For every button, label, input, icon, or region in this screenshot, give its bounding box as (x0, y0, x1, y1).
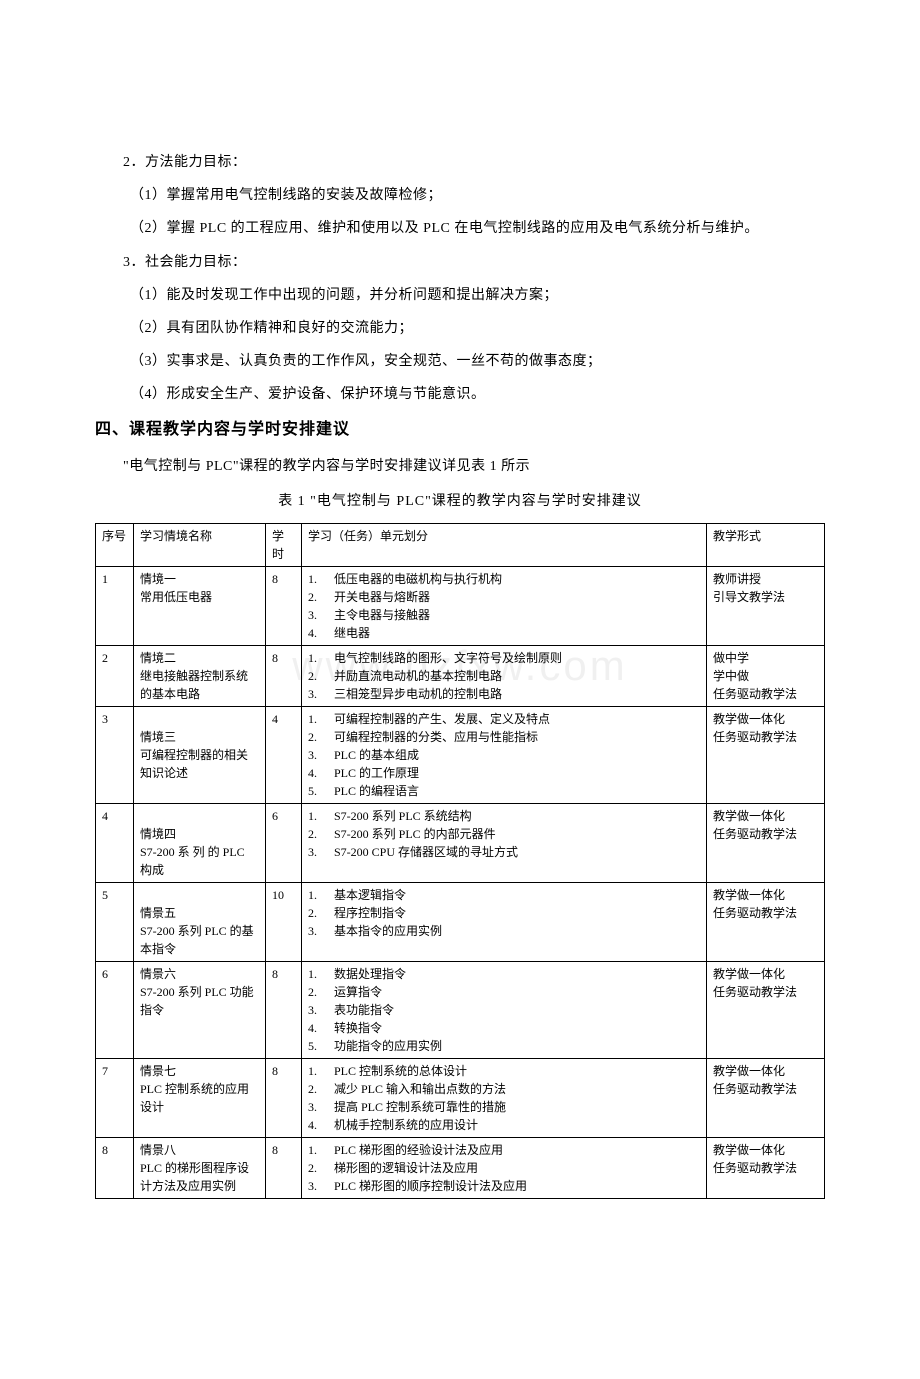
row-tasks: 1.PLC 控制系统的总体设计2.减少 PLC 输入和输出点数的方法3.提高 P… (302, 1058, 707, 1137)
task-item: 3.表功能指令 (308, 1001, 700, 1019)
task-item: 5.PLC 的编程语言 (308, 782, 700, 800)
task-item: 1.电气控制线路的图形、文字符号及绘制原则 (308, 649, 700, 667)
row-hours: 8 (266, 1058, 302, 1137)
row-form: 教学做一体化任务驱动教学法 (707, 706, 825, 803)
task-item: 3.PLC 梯形图的顺序控制设计法及应用 (308, 1177, 700, 1195)
table-row: 8情景八PLC 的梯形图程序设计方法及应用实例81.PLC 梯形图的经验设计法及… (96, 1137, 825, 1198)
header-form: 教学形式 (707, 523, 825, 566)
row-hours: 8 (266, 566, 302, 645)
row-tasks: 1.基本逻辑指令2.程序控制指令3.基本指令的应用实例 (302, 882, 707, 961)
task-item: 1.S7-200 系列 PLC 系统结构 (308, 807, 700, 825)
task-item: 1.可编程控制器的产生、发展、定义及特点 (308, 710, 700, 728)
table-row: 2情境二继电接触器控制系统的基本电路81.电气控制线路的图形、文字符号及绘制原则… (96, 645, 825, 706)
row-form: 教师讲授引导文教学法 (707, 566, 825, 645)
section4-intro: "电气控制与 PLC"课程的教学内容与学时安排建议详见表 1 所示 (95, 454, 825, 479)
row-tasks: 1.可编程控制器的产生、发展、定义及特点2.可编程控制器的分类、应用与性能指标3… (302, 706, 707, 803)
row-form: 教学做一体化任务驱动教学法 (707, 882, 825, 961)
row-name: 情景六S7-200 系列 PLC 功能指令 (134, 961, 266, 1058)
row-hours: 8 (266, 961, 302, 1058)
section2-item-2: （2）掌握 PLC 的工程应用、维护和使用以及 PLC 在电气控制线路的应用及电… (95, 216, 825, 241)
task-item: 1.数据处理指令 (308, 965, 700, 983)
header-tasks: 学习（任务）单元划分 (302, 523, 707, 566)
table-row: 4 情境四S7-200 系 列 的 PLC 构成61.S7-200 系列 PLC… (96, 803, 825, 882)
task-item: 2.梯形图的逻辑设计法及应用 (308, 1159, 700, 1177)
section2-item-1: （1）掌握常用电气控制线路的安装及故障检修； (95, 183, 825, 208)
task-item: 2.可编程控制器的分类、应用与性能指标 (308, 728, 700, 746)
header-seq: 序号 (96, 523, 134, 566)
task-item: 3.三相笼型异步电动机的控制电路 (308, 685, 700, 703)
row-name: 情境二继电接触器控制系统的基本电路 (134, 645, 266, 706)
row-hours: 10 (266, 882, 302, 961)
row-form: 教学做一体化任务驱动教学法 (707, 1058, 825, 1137)
table-row: 1情境一常用低压电器81.低压电器的电磁机构与执行机构2.开关电器与熔断器3.主… (96, 566, 825, 645)
course-table: 序号 学习情境名称 学时 学习（任务）单元划分 教学形式 1情境一常用低压电器8… (95, 523, 825, 1199)
task-item: 2.开关电器与熔断器 (308, 588, 700, 606)
row-form: 教学做一体化任务驱动教学法 (707, 803, 825, 882)
section3-item-4: （4）形成安全生产、爱护设备、保护环境与节能意识。 (95, 382, 825, 407)
task-item: 4.继电器 (308, 624, 700, 642)
section3-item-3: （3）实事求是、认真负责的工作作风，安全规范、一丝不苟的做事态度； (95, 349, 825, 374)
row-seq: 6 (96, 961, 134, 1058)
row-tasks: 1.低压电器的电磁机构与执行机构2.开关电器与熔断器3.主令电器与接触器4.继电… (302, 566, 707, 645)
page-container: 2．方法能力目标： （1）掌握常用电气控制线路的安装及故障检修； （2）掌握 P… (95, 150, 825, 1199)
row-seq: 2 (96, 645, 134, 706)
task-item: 1.低压电器的电磁机构与执行机构 (308, 570, 700, 588)
task-item: 2.运算指令 (308, 983, 700, 1001)
row-name: 情境一常用低压电器 (134, 566, 266, 645)
task-item: 2.S7-200 系列 PLC 的内部元器件 (308, 825, 700, 843)
task-item: 2.程序控制指令 (308, 904, 700, 922)
task-item: 3.S7-200 CPU 存储器区域的寻址方式 (308, 843, 700, 861)
task-item: 1.PLC 控制系统的总体设计 (308, 1062, 700, 1080)
section3-item-2: （2）具有团队协作精神和良好的交流能力； (95, 316, 825, 341)
task-item: 4.PLC 的工作原理 (308, 764, 700, 782)
row-hours: 6 (266, 803, 302, 882)
task-item: 3.提高 PLC 控制系统可靠性的措施 (308, 1098, 700, 1116)
row-tasks: 1.数据处理指令2.运算指令3.表功能指令4.转换指令5.功能指令的应用实例 (302, 961, 707, 1058)
row-hours: 8 (266, 645, 302, 706)
row-name: 情境四S7-200 系 列 的 PLC 构成 (134, 803, 266, 882)
table-row: 3 情境三可编程控制器的相关知识论述41.可编程控制器的产生、发展、定义及特点2… (96, 706, 825, 803)
task-item: 1.PLC 梯形图的经验设计法及应用 (308, 1141, 700, 1159)
row-seq: 8 (96, 1137, 134, 1198)
section3-item-1: （1）能及时发现工作中出现的问题，并分析问题和提出解决方案； (95, 283, 825, 308)
table-row: 6情景六S7-200 系列 PLC 功能指令81.数据处理指令2.运算指令3.表… (96, 961, 825, 1058)
section2-heading: 2．方法能力目标： (95, 150, 825, 175)
row-name: 情境三可编程控制器的相关知识论述 (134, 706, 266, 803)
task-item: 5.功能指令的应用实例 (308, 1037, 700, 1055)
section4-title: 四、课程教学内容与学时安排建议 (95, 416, 825, 445)
task-item: 3.主令电器与接触器 (308, 606, 700, 624)
table-row: 5 情景五S7-200 系列 PLC 的基本指令101.基本逻辑指令2.程序控制… (96, 882, 825, 961)
task-item: 2.并励直流电动机的基本控制电路 (308, 667, 700, 685)
row-tasks: 1.S7-200 系列 PLC 系统结构2.S7-200 系列 PLC 的内部元… (302, 803, 707, 882)
row-name: 情景八PLC 的梯形图程序设计方法及应用实例 (134, 1137, 266, 1198)
row-name: 情景七PLC 控制系统的应用设计 (134, 1058, 266, 1137)
section3-heading: 3．社会能力目标： (95, 250, 825, 275)
row-seq: 5 (96, 882, 134, 961)
row-name: 情景五S7-200 系列 PLC 的基本指令 (134, 882, 266, 961)
task-item: 1.基本逻辑指令 (308, 886, 700, 904)
row-form: 教学做一体化任务驱动教学法 (707, 961, 825, 1058)
row-tasks: 1.PLC 梯形图的经验设计法及应用2.梯形图的逻辑设计法及应用3.PLC 梯形… (302, 1137, 707, 1198)
row-seq: 7 (96, 1058, 134, 1137)
table-header-row: 序号 学习情境名称 学时 学习（任务）单元划分 教学形式 (96, 523, 825, 566)
header-hours: 学时 (266, 523, 302, 566)
task-item: 4.机械手控制系统的应用设计 (308, 1116, 700, 1134)
row-seq: 1 (96, 566, 134, 645)
table-caption: 表 1 "电气控制与 PLC"课程的教学内容与学时安排建议 (95, 489, 825, 514)
header-name: 学习情境名称 (134, 523, 266, 566)
row-tasks: 1.电气控制线路的图形、文字符号及绘制原则2.并励直流电动机的基本控制电路3.三… (302, 645, 707, 706)
row-form: 教学做一体化任务驱动教学法 (707, 1137, 825, 1198)
table-row: 7情景七PLC 控制系统的应用设计81.PLC 控制系统的总体设计2.减少 PL… (96, 1058, 825, 1137)
row-hours: 4 (266, 706, 302, 803)
row-seq: 3 (96, 706, 134, 803)
task-item: 2.减少 PLC 输入和输出点数的方法 (308, 1080, 700, 1098)
task-item: 3.基本指令的应用实例 (308, 922, 700, 940)
row-seq: 4 (96, 803, 134, 882)
task-item: 4.转换指令 (308, 1019, 700, 1037)
row-form: 做中学学中做任务驱动教学法 (707, 645, 825, 706)
task-item: 3.PLC 的基本组成 (308, 746, 700, 764)
row-hours: 8 (266, 1137, 302, 1198)
